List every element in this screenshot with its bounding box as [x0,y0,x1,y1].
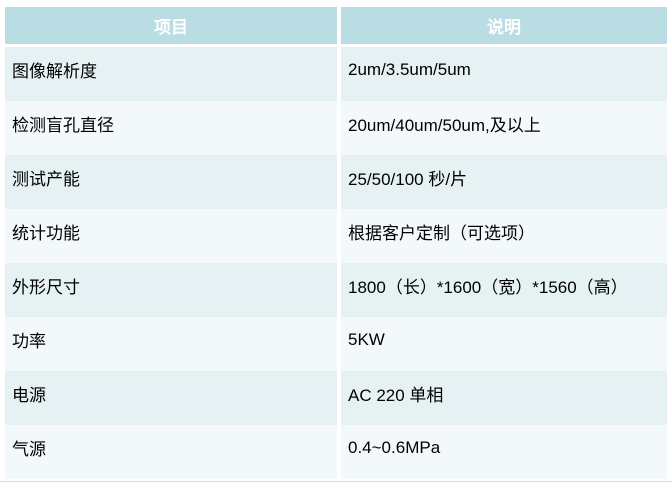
desc-cell: 0.4~0.6MPa [337,425,667,479]
desc-cell: 2um/3.5um/5um [337,47,667,101]
page-bottom-divider [0,481,672,482]
desc-cell: 根据客户定制（可选项） [337,209,667,263]
spec-table-container: 项目 说明 图像解析度 2um/3.5um/5um 检测盲孔直径 20um/40… [5,7,667,479]
item-cell: 图像解析度 [5,47,337,101]
item-cell: 功率 [5,317,337,371]
desc-cell: 20um/40um/50um,及以上 [337,101,667,155]
desc-cell: 25/50/100 秒/片 [337,155,667,209]
desc-cell: AC 220 单相 [337,371,667,425]
item-cell: 外形尺寸 [5,263,337,317]
item-cell: 检测盲孔直径 [5,101,337,155]
item-cell: 测试产能 [5,155,337,209]
table-row: 外形尺寸 1800（长）*1600（宽）*1560（高） [5,263,667,317]
desc-cell: 1800（长）*1600（宽）*1560（高） [337,263,667,317]
column-header-item: 项目 [5,7,337,47]
desc-cell: 5KW [337,317,667,371]
table-row: 图像解析度 2um/3.5um/5um [5,47,667,101]
table-row: 统计功能 根据客户定制（可选项） [5,209,667,263]
column-header-desc: 说明 [337,7,667,47]
item-cell: 气源 [5,425,337,479]
table-row: 检测盲孔直径 20um/40um/50um,及以上 [5,101,667,155]
header-row: 项目 说明 [5,7,667,47]
table-row: 电源 AC 220 单相 [5,371,667,425]
item-cell: 电源 [5,371,337,425]
table-row: 气源 0.4~0.6MPa [5,425,667,479]
item-cell: 统计功能 [5,209,337,263]
spec-table: 项目 说明 图像解析度 2um/3.5um/5um 检测盲孔直径 20um/40… [5,7,667,479]
table-row: 功率 5KW [5,317,667,371]
table-row: 测试产能 25/50/100 秒/片 [5,155,667,209]
